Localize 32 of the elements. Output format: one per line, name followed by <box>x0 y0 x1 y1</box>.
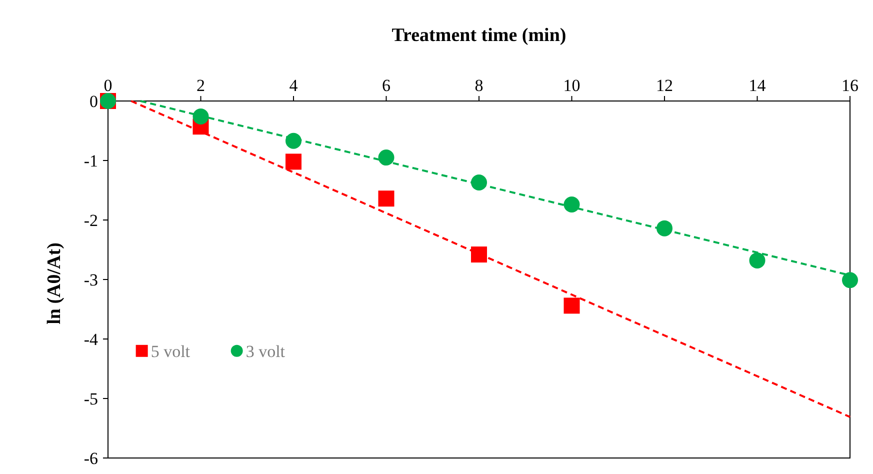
point <box>286 132 302 149</box>
x-tick-label: 14 <box>748 76 766 95</box>
y-tick-label: -4 <box>84 330 98 349</box>
y-tick-label: -1 <box>84 152 98 170</box>
point <box>749 252 766 268</box>
y-tick-label: -5 <box>84 390 98 408</box>
point <box>564 196 580 213</box>
point <box>286 154 302 170</box>
point <box>656 220 672 236</box>
y-tick-label: -6 <box>84 449 98 468</box>
x-tick-label: 6 <box>382 76 390 95</box>
x-tick-label: 8 <box>474 76 484 95</box>
x-tick-label: 2 <box>196 76 205 95</box>
point <box>378 150 394 166</box>
y-axis-title: ln (A0/At) <box>44 242 65 324</box>
point <box>471 174 487 191</box>
point <box>378 190 394 207</box>
point <box>471 246 487 263</box>
x-axis-title: Treatment time (min) <box>392 25 566 46</box>
y-tick-label: -3 <box>84 270 98 290</box>
y-tick-label: 0 <box>90 92 98 111</box>
point <box>564 298 580 314</box>
point <box>192 108 209 124</box>
y-tick-label: -2 <box>84 211 98 230</box>
legend-label: 3 volt <box>246 342 286 361</box>
x-tick-label: 4 <box>289 76 298 95</box>
legend-label: 5 volt <box>150 342 190 361</box>
x-tick-label: 12 <box>656 76 673 95</box>
point <box>842 272 858 288</box>
x-tick-label: 10 <box>563 76 580 95</box>
x-tick-label: 16 <box>842 76 858 95</box>
x-tick-label: 0 <box>104 76 112 95</box>
